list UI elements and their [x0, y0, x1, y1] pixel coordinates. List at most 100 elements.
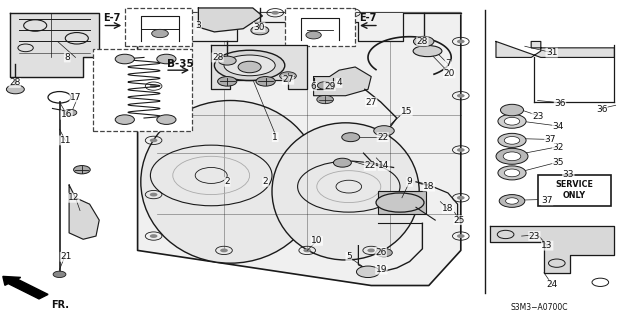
- Circle shape: [303, 249, 311, 252]
- Circle shape: [457, 234, 465, 238]
- Circle shape: [342, 133, 360, 142]
- Text: 19: 19: [376, 265, 387, 274]
- Circle shape: [157, 115, 176, 124]
- Text: FR.: FR.: [51, 300, 69, 310]
- Polygon shape: [496, 41, 614, 57]
- Ellipse shape: [376, 193, 424, 212]
- Ellipse shape: [413, 45, 442, 57]
- Bar: [538, 175, 611, 206]
- Circle shape: [413, 36, 434, 47]
- Circle shape: [150, 84, 157, 88]
- Text: 14: 14: [378, 161, 390, 170]
- Circle shape: [498, 114, 526, 128]
- Text: 4: 4: [337, 78, 342, 87]
- Text: 8: 8: [65, 53, 70, 62]
- Text: 32: 32: [552, 143, 564, 152]
- Text: 6: 6: [311, 82, 316, 91]
- Text: 28: 28: [417, 37, 428, 46]
- Text: 18: 18: [442, 204, 454, 213]
- Text: 31: 31: [546, 48, 557, 57]
- Text: 18: 18: [423, 182, 435, 191]
- Text: E-7: E-7: [103, 12, 121, 23]
- Text: 23: 23: [532, 112, 543, 121]
- Circle shape: [238, 61, 261, 73]
- Circle shape: [500, 104, 524, 116]
- Text: 34: 34: [552, 122, 564, 131]
- Text: E-7: E-7: [358, 12, 376, 23]
- Polygon shape: [211, 45, 307, 89]
- Circle shape: [306, 31, 321, 39]
- Bar: [378, 191, 426, 214]
- Circle shape: [496, 148, 528, 164]
- Circle shape: [152, 29, 168, 38]
- Text: 27: 27: [282, 75, 294, 84]
- Circle shape: [218, 56, 236, 65]
- Circle shape: [6, 85, 24, 94]
- Bar: [285, 8, 355, 46]
- Text: 36: 36: [554, 99, 566, 108]
- Text: 22: 22: [377, 133, 388, 142]
- Text: 13: 13: [541, 241, 553, 250]
- Text: 21: 21: [60, 252, 72, 261]
- Text: 2: 2: [263, 177, 268, 186]
- Circle shape: [374, 126, 394, 136]
- Circle shape: [271, 11, 279, 15]
- Circle shape: [115, 115, 134, 124]
- Circle shape: [333, 158, 351, 167]
- Bar: [93, 49, 192, 131]
- Text: 17: 17: [70, 93, 81, 102]
- Circle shape: [220, 249, 228, 252]
- Text: 36: 36: [596, 105, 607, 114]
- Circle shape: [53, 271, 66, 278]
- Ellipse shape: [214, 50, 285, 80]
- Text: B-35: B-35: [167, 59, 194, 69]
- Ellipse shape: [141, 100, 320, 263]
- Circle shape: [115, 54, 134, 64]
- Circle shape: [218, 77, 237, 86]
- Text: 16: 16: [61, 110, 72, 119]
- Circle shape: [356, 266, 380, 278]
- Circle shape: [457, 40, 465, 43]
- Circle shape: [317, 82, 333, 89]
- Circle shape: [280, 72, 296, 80]
- Circle shape: [74, 166, 90, 174]
- Circle shape: [457, 196, 465, 200]
- Polygon shape: [10, 13, 99, 77]
- Text: 20: 20: [444, 69, 455, 78]
- Circle shape: [503, 152, 521, 161]
- Text: 30: 30: [253, 23, 265, 32]
- Text: 37: 37: [541, 196, 553, 205]
- Text: SERVICE
ONLY: SERVICE ONLY: [555, 180, 593, 201]
- Text: 5: 5: [346, 252, 351, 261]
- Ellipse shape: [224, 55, 275, 76]
- Text: 10: 10: [311, 236, 323, 245]
- Circle shape: [376, 249, 392, 257]
- Circle shape: [64, 109, 77, 116]
- Polygon shape: [314, 67, 371, 96]
- Polygon shape: [138, 13, 461, 286]
- Text: 33: 33: [563, 170, 574, 179]
- Text: 25: 25: [454, 216, 465, 225]
- Text: 2: 2: [225, 177, 230, 186]
- Circle shape: [157, 54, 176, 64]
- Circle shape: [498, 133, 526, 147]
- Text: 27: 27: [365, 98, 377, 107]
- Text: 12: 12: [68, 193, 79, 202]
- Text: 1: 1: [273, 133, 278, 142]
- Text: 9: 9: [407, 177, 412, 186]
- Ellipse shape: [272, 123, 419, 260]
- Circle shape: [367, 249, 375, 252]
- Polygon shape: [198, 8, 262, 32]
- Circle shape: [498, 166, 526, 180]
- Circle shape: [457, 148, 465, 152]
- Circle shape: [150, 40, 157, 43]
- Text: 11: 11: [60, 136, 71, 145]
- Text: 15: 15: [401, 107, 412, 116]
- Text: 29: 29: [324, 82, 335, 91]
- Circle shape: [504, 169, 520, 177]
- Circle shape: [504, 117, 520, 125]
- Circle shape: [504, 137, 520, 144]
- Text: 23: 23: [529, 232, 540, 241]
- Text: 37: 37: [545, 135, 556, 144]
- Circle shape: [499, 195, 525, 207]
